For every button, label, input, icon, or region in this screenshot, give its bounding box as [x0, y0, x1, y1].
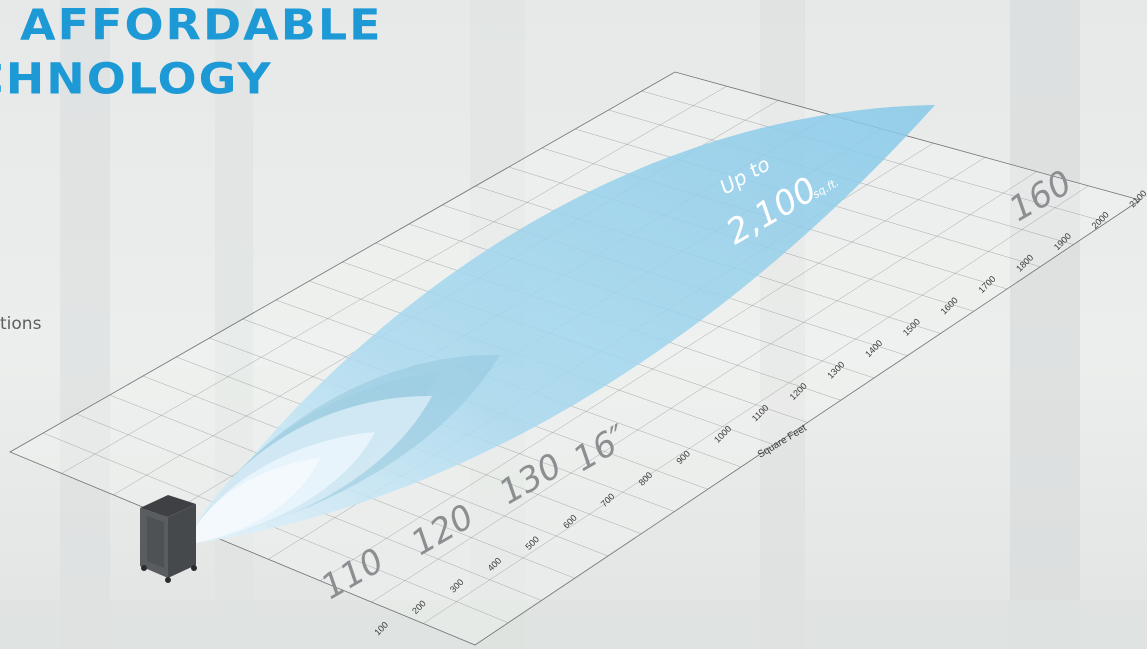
headline-line-1: AFFORDABLE	[20, 0, 383, 50]
grid-line	[61, 86, 727, 474]
axis-tick-label: 100	[372, 620, 390, 638]
headline-line-2: CHNOLOGY	[0, 54, 273, 104]
grid-line	[423, 185, 1089, 624]
grid-line	[319, 157, 986, 581]
ionizer-unit	[140, 495, 197, 583]
coverage-lobe-inner	[185, 458, 320, 545]
axis-tick-label: 2100	[1127, 188, 1147, 209]
grid-line	[43, 432, 509, 623]
grid-line	[371, 171, 1037, 603]
side-text: tions	[0, 314, 42, 334]
